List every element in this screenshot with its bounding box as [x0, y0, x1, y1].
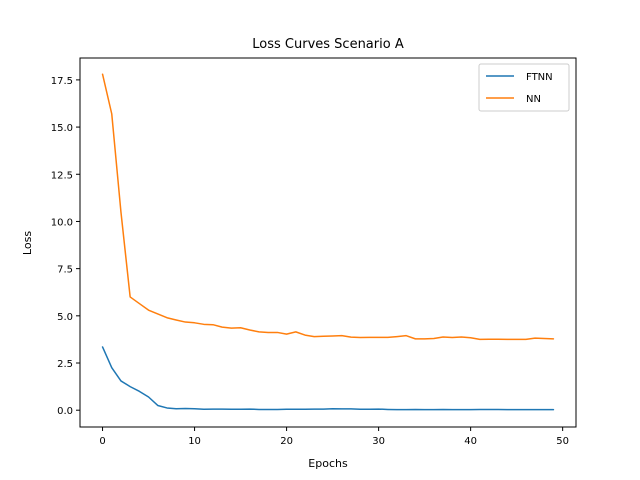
y-tick-label: 5.0 — [57, 312, 73, 323]
chart-title: Loss Curves Scenario A — [252, 37, 404, 52]
y-axis: 0.0 2.5 5.0 7.5 10.0 12.5 15.0 17.5 — [51, 76, 80, 417]
x-tick-label: 40 — [464, 436, 477, 447]
y-tick-label: 15.0 — [51, 123, 73, 134]
x-axis-label: Epochs — [308, 457, 348, 470]
x-tick-label: 20 — [280, 436, 293, 447]
y-tick-label: 10.0 — [51, 217, 73, 228]
y-axis-label: Loss — [21, 231, 34, 255]
x-axis: 0 10 20 30 40 50 — [99, 427, 569, 447]
y-tick-label: 0.0 — [57, 406, 73, 417]
y-tick-label: 2.5 — [57, 359, 73, 370]
y-tick-label: 12.5 — [51, 170, 73, 181]
legend: FTNN NN — [478, 63, 570, 112]
x-tick-label: 10 — [188, 436, 201, 447]
series-line-ftnn — [101, 346, 555, 411]
legend-label-ftnn: FTNN — [526, 72, 553, 83]
plot-series-group — [101, 73, 555, 411]
y-tick-label: 17.5 — [51, 76, 73, 87]
x-tick-label: 50 — [556, 436, 569, 447]
x-tick-label: 0 — [99, 436, 105, 447]
legend-label-nn: NN — [526, 94, 541, 105]
plot-frame — [79, 57, 577, 428]
x-tick-label: 30 — [372, 436, 385, 447]
legend-box — [478, 63, 570, 112]
y-tick-label: 7.5 — [57, 265, 73, 276]
series-line-nn — [101, 73, 555, 341]
